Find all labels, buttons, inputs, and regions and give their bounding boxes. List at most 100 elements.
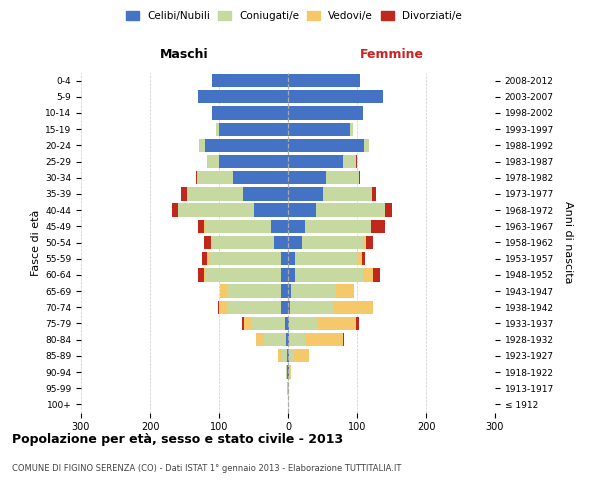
Bar — [271, 220, 288, 233]
Bar — [289, 349, 294, 362]
Bar — [227, 284, 281, 298]
Bar — [288, 171, 326, 184]
Bar — [290, 366, 292, 378]
Bar — [364, 138, 370, 152]
Bar — [288, 220, 305, 233]
Bar — [197, 171, 233, 184]
Bar — [220, 284, 227, 298]
Bar — [205, 268, 281, 281]
Bar — [288, 366, 289, 378]
Bar — [288, 204, 316, 217]
Bar — [333, 300, 373, 314]
Bar — [288, 138, 364, 152]
Text: Popolazione per età, sesso e stato civile - 2013: Popolazione per età, sesso e stato civil… — [12, 432, 343, 446]
Bar — [211, 236, 212, 249]
Bar — [343, 155, 356, 168]
Bar — [371, 220, 385, 233]
Bar — [288, 252, 295, 266]
Bar — [206, 155, 219, 168]
Bar — [281, 268, 288, 281]
Bar — [207, 252, 209, 266]
Bar — [172, 204, 178, 217]
Bar — [288, 236, 302, 249]
Bar — [216, 122, 219, 136]
Bar — [251, 317, 285, 330]
Bar — [289, 333, 305, 346]
Bar — [204, 268, 205, 281]
Bar — [187, 188, 243, 200]
Bar — [290, 300, 333, 314]
Bar — [288, 284, 292, 298]
Bar — [289, 317, 319, 330]
Bar — [350, 122, 353, 136]
Bar — [212, 236, 274, 249]
Bar — [209, 252, 281, 266]
Bar — [205, 220, 271, 233]
Bar — [323, 188, 372, 200]
Bar — [178, 204, 254, 217]
Bar — [366, 236, 373, 249]
Bar — [242, 317, 244, 330]
Bar — [288, 74, 360, 87]
Bar — [282, 349, 287, 362]
Bar — [305, 333, 343, 346]
Bar — [343, 333, 344, 346]
Bar — [372, 188, 376, 200]
Bar — [288, 155, 343, 168]
Bar — [288, 106, 362, 120]
Bar — [281, 252, 288, 266]
Bar — [287, 366, 288, 378]
Bar — [294, 349, 310, 362]
Bar — [204, 236, 211, 249]
Bar — [244, 317, 251, 330]
Text: Maschi: Maschi — [160, 48, 209, 61]
Bar — [337, 284, 353, 298]
Bar — [281, 300, 288, 314]
Bar — [243, 188, 288, 200]
Bar — [205, 138, 288, 152]
Bar — [295, 252, 358, 266]
Bar — [288, 188, 323, 200]
Bar — [233, 171, 288, 184]
Bar — [286, 366, 287, 378]
Bar — [286, 333, 288, 346]
Bar — [202, 252, 207, 266]
Bar — [256, 333, 264, 346]
Bar — [305, 220, 371, 233]
Text: COMUNE DI FIGINO SERENZA (CO) - Dati ISTAT 1° gennaio 2013 - Elaborazione TUTTIT: COMUNE DI FIGINO SERENZA (CO) - Dati IST… — [12, 464, 401, 473]
Bar — [362, 252, 365, 266]
Bar — [181, 188, 187, 200]
Bar — [356, 317, 359, 330]
Bar — [219, 300, 227, 314]
Bar — [359, 171, 361, 184]
Bar — [198, 268, 204, 281]
Bar — [287, 349, 288, 362]
Text: Femmine: Femmine — [359, 48, 424, 61]
Bar — [362, 268, 373, 281]
Bar — [362, 236, 366, 249]
Bar — [288, 90, 383, 104]
Bar — [385, 204, 392, 217]
Bar — [264, 333, 286, 346]
Bar — [295, 268, 362, 281]
Bar — [287, 382, 288, 395]
Bar — [288, 300, 290, 314]
Bar — [219, 155, 288, 168]
Bar — [285, 317, 288, 330]
Bar — [356, 155, 357, 168]
Bar — [288, 349, 289, 362]
Bar — [212, 106, 288, 120]
Bar — [373, 268, 380, 281]
Y-axis label: Anni di nascita: Anni di nascita — [563, 201, 574, 283]
Bar — [326, 171, 359, 184]
Bar — [288, 122, 350, 136]
Bar — [289, 366, 290, 378]
Bar — [198, 90, 288, 104]
Bar — [288, 268, 295, 281]
Bar — [319, 317, 356, 330]
Bar — [254, 204, 288, 217]
Bar — [292, 284, 337, 298]
Bar — [219, 122, 288, 136]
Bar — [316, 204, 385, 217]
Bar — [198, 220, 204, 233]
